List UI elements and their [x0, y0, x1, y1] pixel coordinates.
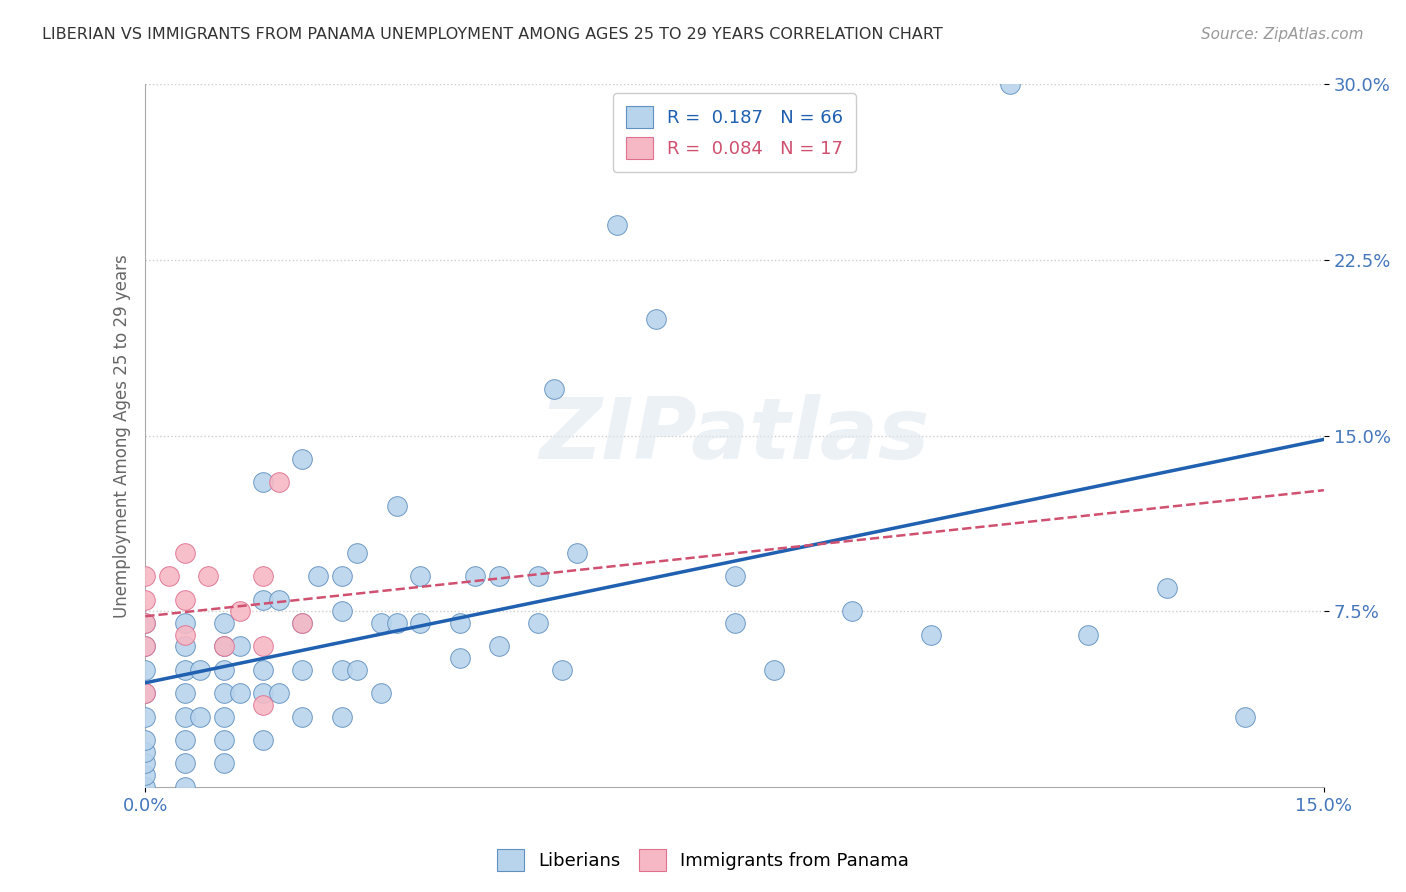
- Point: [330, 604, 353, 618]
- Point: [173, 627, 195, 641]
- Point: [370, 686, 392, 700]
- Point: [1077, 627, 1099, 641]
- Point: [173, 546, 195, 560]
- Point: [173, 592, 195, 607]
- Point: [134, 640, 156, 654]
- Point: [920, 627, 942, 641]
- Point: [252, 686, 274, 700]
- Point: [841, 604, 863, 618]
- Point: [157, 569, 180, 583]
- Point: [252, 698, 274, 712]
- Text: Source: ZipAtlas.com: Source: ZipAtlas.com: [1201, 27, 1364, 42]
- Point: [134, 756, 156, 771]
- Point: [267, 475, 290, 490]
- Text: ZIPatlas: ZIPatlas: [540, 394, 929, 477]
- Point: [346, 663, 368, 677]
- Point: [723, 569, 745, 583]
- Point: [762, 663, 785, 677]
- Point: [449, 615, 471, 630]
- Y-axis label: Unemployment Among Ages 25 to 29 years: Unemployment Among Ages 25 to 29 years: [114, 253, 131, 617]
- Point: [173, 663, 195, 677]
- Point: [212, 686, 235, 700]
- Point: [212, 615, 235, 630]
- Point: [252, 733, 274, 747]
- Point: [173, 780, 195, 794]
- Point: [212, 640, 235, 654]
- Text: LIBERIAN VS IMMIGRANTS FROM PANAMA UNEMPLOYMENT AMONG AGES 25 TO 29 YEARS CORREL: LIBERIAN VS IMMIGRANTS FROM PANAMA UNEMP…: [42, 27, 943, 42]
- Point: [527, 569, 550, 583]
- Point: [134, 615, 156, 630]
- Point: [307, 569, 329, 583]
- Point: [134, 709, 156, 723]
- Point: [134, 569, 156, 583]
- Point: [228, 604, 250, 618]
- Point: [291, 663, 314, 677]
- Point: [134, 592, 156, 607]
- Point: [173, 756, 195, 771]
- Point: [645, 311, 668, 326]
- Point: [385, 499, 408, 513]
- Point: [551, 663, 574, 677]
- Point: [291, 615, 314, 630]
- Point: [188, 663, 211, 677]
- Legend: R =  0.187   N = 66, R =  0.084   N = 17: R = 0.187 N = 66, R = 0.084 N = 17: [613, 94, 856, 172]
- Point: [134, 615, 156, 630]
- Point: [488, 640, 510, 654]
- Point: [134, 663, 156, 677]
- Point: [212, 640, 235, 654]
- Point: [173, 615, 195, 630]
- Point: [252, 663, 274, 677]
- Point: [252, 569, 274, 583]
- Point: [464, 569, 486, 583]
- Point: [527, 615, 550, 630]
- Point: [409, 615, 432, 630]
- Point: [228, 686, 250, 700]
- Point: [330, 709, 353, 723]
- Point: [212, 663, 235, 677]
- Point: [606, 218, 628, 232]
- Point: [134, 745, 156, 759]
- Point: [1234, 709, 1257, 723]
- Point: [291, 615, 314, 630]
- Point: [212, 709, 235, 723]
- Point: [252, 640, 274, 654]
- Point: [409, 569, 432, 583]
- Point: [173, 733, 195, 747]
- Legend: Liberians, Immigrants from Panama: Liberians, Immigrants from Panama: [489, 842, 917, 879]
- Point: [291, 709, 314, 723]
- Point: [134, 686, 156, 700]
- Point: [134, 733, 156, 747]
- Point: [998, 78, 1021, 92]
- Point: [567, 546, 589, 560]
- Point: [197, 569, 219, 583]
- Point: [228, 640, 250, 654]
- Point: [252, 592, 274, 607]
- Point: [330, 569, 353, 583]
- Point: [723, 615, 745, 630]
- Point: [173, 709, 195, 723]
- Point: [252, 475, 274, 490]
- Point: [134, 768, 156, 782]
- Point: [291, 452, 314, 467]
- Point: [346, 546, 368, 560]
- Point: [449, 651, 471, 665]
- Point: [134, 780, 156, 794]
- Point: [370, 615, 392, 630]
- Point: [1156, 581, 1178, 595]
- Point: [267, 686, 290, 700]
- Point: [385, 615, 408, 630]
- Point: [173, 686, 195, 700]
- Point: [488, 569, 510, 583]
- Point: [543, 382, 565, 396]
- Point: [134, 640, 156, 654]
- Point: [134, 686, 156, 700]
- Point: [188, 709, 211, 723]
- Point: [212, 756, 235, 771]
- Point: [212, 733, 235, 747]
- Point: [173, 640, 195, 654]
- Point: [330, 663, 353, 677]
- Point: [267, 592, 290, 607]
